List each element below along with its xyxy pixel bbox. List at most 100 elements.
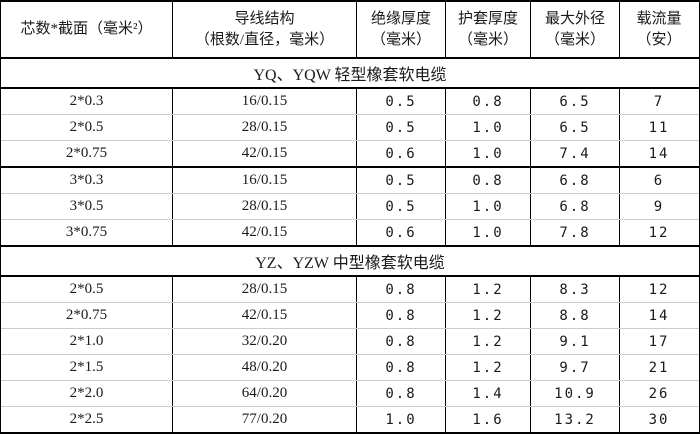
- table-cell: 0.8: [446, 89, 531, 114]
- table-row: 2*2.5 77/0.20 1.0 1.6 13.2 30: [1, 406, 699, 432]
- table-cell: 1.2: [446, 303, 531, 328]
- table-cell: 16/0.15: [173, 168, 357, 193]
- table-cell: 6.5: [531, 115, 620, 140]
- table-cell: 1.0: [357, 407, 446, 432]
- table-cell: 1.0: [446, 194, 531, 219]
- table-cell: 0.8: [357, 329, 446, 354]
- table-cell: 2*0.5: [1, 115, 173, 140]
- table-cell: 0.8: [446, 168, 531, 193]
- table-cell: 12: [648, 224, 670, 241]
- table-cell: 1.0: [446, 220, 531, 245]
- table-cell: 42/0.15: [173, 303, 357, 328]
- column-header-line2: （根数/直径，毫米）: [194, 31, 335, 48]
- table-cell: 8.3: [531, 277, 620, 302]
- column-header: 最大外径 （毫米）: [531, 2, 620, 57]
- table-row: 3*0.3 16/0.15 0.5 0.8 6.8 6: [1, 168, 699, 193]
- table-cell: 16/0.15: [173, 89, 357, 114]
- row-group: 2*0.3 16/0.15 0.5 0.8 6.5 7 2*0.5 28/0.15 0.5 1.0…: [1, 89, 699, 166]
- table-cell: 0.8: [357, 303, 446, 328]
- table-cell: 0.6: [357, 141, 446, 166]
- table-cell: 1.0: [446, 115, 531, 140]
- table-cell: 64/0.20: [173, 381, 357, 406]
- table-row: 2*0.75 42/0.15 0.6 1.0 7.4 14: [1, 140, 699, 166]
- table-cell: 2*0.5: [1, 277, 173, 302]
- table-cell: 11: [648, 119, 670, 136]
- section-title: YQ、YQW 轻型橡套软电缆: [1, 57, 699, 89]
- table-row: 2*0.3 16/0.15 0.5 0.8 6.5 7: [1, 89, 699, 114]
- table-cell: 77/0.20: [173, 407, 357, 432]
- table-cell: 32/0.20: [173, 329, 357, 354]
- table-cell: 17: [648, 333, 670, 350]
- table-cell: 28/0.15: [173, 194, 357, 219]
- table-cell: 2*2.0: [1, 381, 173, 406]
- table-cell: 2*1.0: [1, 329, 173, 354]
- table-cell: 9.7: [531, 355, 620, 380]
- table-cell: 0.5: [357, 168, 446, 193]
- table-cell: 3*0.75: [1, 220, 173, 245]
- table-cell: 30: [648, 411, 670, 428]
- table-cell: 28/0.15: [173, 115, 357, 140]
- table-cell: 0.5: [357, 194, 446, 219]
- table-cell: 28/0.15: [173, 277, 357, 302]
- table-cell: 1.2: [446, 329, 531, 354]
- table-cell: 2*0.75: [1, 141, 173, 166]
- table-row: 2*1.0 32/0.20 0.8 1.2 9.1 17: [1, 328, 699, 354]
- table-cell: 6.8: [531, 194, 620, 219]
- column-header-line1: 绝缘厚度: [370, 11, 431, 28]
- table-cell: 1.2: [446, 277, 531, 302]
- table-cell: 9.1: [531, 329, 620, 354]
- table-cell: 0.8: [357, 277, 446, 302]
- column-header-line2: （毫米）: [544, 31, 605, 48]
- table-cell: 1.4: [446, 381, 531, 406]
- table-cell: 1.6: [446, 407, 531, 432]
- table-cell: 2*1.5: [1, 355, 173, 380]
- column-header: 护套厚度 （毫米）: [446, 2, 531, 57]
- table-cell: 7: [653, 93, 665, 110]
- table-cell: 2*0.75: [1, 303, 173, 328]
- column-header: 芯数*截面（毫米²）: [1, 2, 173, 57]
- table-cell: 0.5: [357, 115, 446, 140]
- column-header: 导线结构 （根数/直径，毫米）: [173, 2, 357, 57]
- table-cell: 10.9: [531, 381, 620, 406]
- table-cell: 0.5: [357, 89, 446, 114]
- table-cell: 14: [648, 307, 670, 324]
- table-cell: 6: [653, 172, 665, 189]
- table-row: 3*0.75 42/0.15 0.6 1.0 7.8 12: [1, 219, 699, 245]
- table-row: 2*0.75 42/0.15 0.8 1.2 8.8 14: [1, 302, 699, 328]
- table-cell: 14: [648, 145, 670, 162]
- table-cell: 6.8: [531, 168, 620, 193]
- table-row: 3*0.5 28/0.15 0.5 1.0 6.8 9: [1, 193, 699, 219]
- column-header-line1: 芯数*截面（毫米²）: [20, 21, 153, 38]
- table-cell: 3*0.5: [1, 194, 173, 219]
- column-header-line1: 导线结构: [234, 11, 295, 28]
- column-header-line2: （安）: [636, 31, 682, 48]
- section-title: YZ、YZW 中型橡套软电缆: [1, 245, 699, 277]
- table-row: 2*2.0 64/0.20 0.8 1.4 10.9 26: [1, 380, 699, 406]
- table-cell: 13.2: [531, 407, 620, 432]
- table-cell: 7.8: [531, 220, 620, 245]
- column-header-line1: 最大外径: [544, 11, 605, 28]
- table-cell: 1.0: [446, 141, 531, 166]
- column-header-line2: （毫米）: [370, 31, 431, 48]
- column-header-line1: 载流量: [636, 11, 682, 28]
- table-cell: 9: [653, 198, 665, 215]
- table-cell: 3*0.3: [1, 168, 173, 193]
- column-header: 载流量 （安）: [620, 2, 698, 57]
- table-cell: 21: [648, 359, 670, 376]
- table-cell: 2*0.3: [1, 89, 173, 114]
- table-cell: 0.8: [357, 381, 446, 406]
- table-row: 2*0.5 28/0.15 0.5 1.0 6.5 11: [1, 114, 699, 140]
- row-group: 2*0.5 28/0.15 0.8 1.2 8.3 12 2*0.75 42/0.15 0.8 1…: [1, 277, 699, 432]
- section-body: 2*0.5 28/0.15 0.8 1.2 8.3 12 2*0.75 42/0.15 0.8 1…: [1, 277, 699, 432]
- table-cell: 6.5: [531, 89, 620, 114]
- table-cell: 42/0.15: [173, 220, 357, 245]
- column-header-line2: （毫米）: [457, 31, 518, 48]
- table-row: 2*0.5 28/0.15 0.8 1.2 8.3 12: [1, 277, 699, 302]
- table-cell: 7.4: [531, 141, 620, 166]
- table-cell: 48/0.20: [173, 355, 357, 380]
- table-cell: 12: [648, 281, 670, 298]
- row-group: 3*0.3 16/0.15 0.5 0.8 6.8 6 3*0.5 28/0.15 0.5 1.0…: [1, 166, 699, 245]
- table-header-row: 芯数*截面（毫米²） 导线结构 （根数/直径，毫米） 绝缘厚度 （毫米） 护套厚度 （毫米）…: [1, 2, 699, 57]
- table-cell: 1.2: [446, 355, 531, 380]
